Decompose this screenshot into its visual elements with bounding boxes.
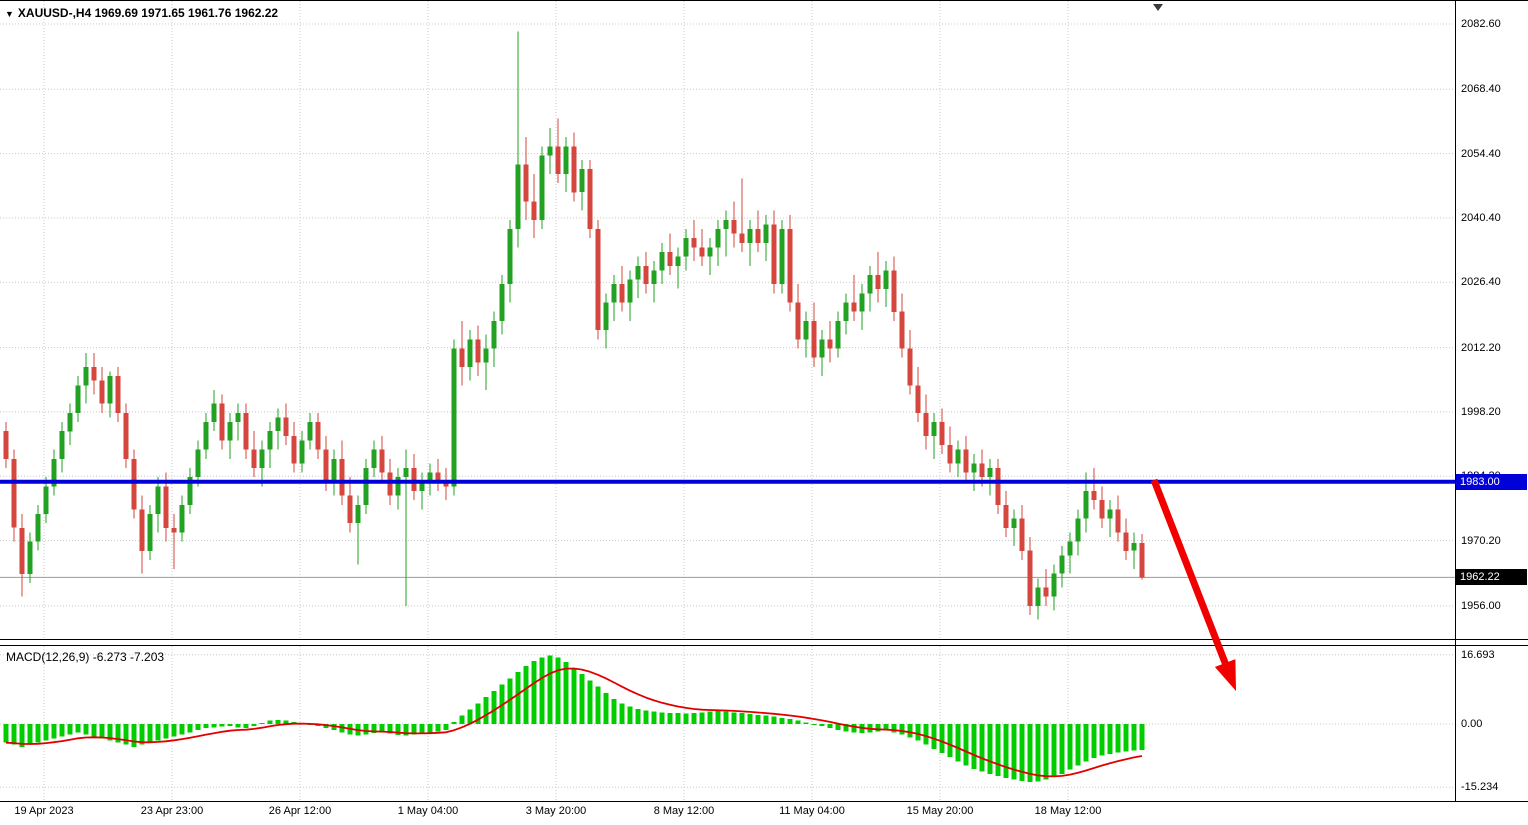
- date-label: 8 May 12:00: [653, 805, 715, 817]
- macd-tick-label: 0.00: [1461, 718, 1483, 730]
- date-label: 19 Apr 2023: [14, 805, 74, 817]
- price-tick-label: 2026.40: [1461, 276, 1501, 288]
- candles: [3, 31, 1145, 620]
- date-label: 26 Apr 12:00: [268, 805, 332, 817]
- price-tick-label: 2082.60: [1461, 18, 1501, 30]
- macd-histogram: [3, 655, 1145, 783]
- price-tick-label: 2040.40: [1461, 212, 1501, 224]
- date-label: 18 May 12:00: [1034, 805, 1102, 817]
- chart-shift-marker-icon[interactable]: [1153, 4, 1163, 11]
- price-tick-label: 2012.20: [1461, 342, 1501, 354]
- price-tick-label: 1970.20: [1461, 535, 1501, 547]
- price-tick-label: 1998.20: [1461, 406, 1501, 418]
- grid: [0, 1, 1455, 639]
- price-tick-label: 1956.00: [1461, 600, 1501, 612]
- date-label: 3 May 20:00: [525, 805, 587, 817]
- symbol-info: ▼ XAUUSD-,H4 1969.69 1971.65 1961.76 1962…: [5, 6, 278, 20]
- date-label: 1 May 04:00: [397, 805, 459, 817]
- price-scale-divider: [1455, 1, 1456, 801]
- panel-divider-bottom[interactable]: [0, 645, 1528, 646]
- hline-price-label: 1983.00: [1456, 474, 1527, 490]
- macd-signal-line: [5, 667, 1143, 778]
- symbol-ohlc-text: XAUUSD-,H4 1969.69 1971.65 1961.76 1962.…: [17, 6, 279, 20]
- triangle-down-icon: ▼: [5, 9, 14, 19]
- macd-tick-label: -15.234: [1461, 781, 1499, 793]
- macd-tick-label: 16.693: [1461, 649, 1495, 661]
- time-axis-divider: [0, 801, 1528, 802]
- panel-divider-top: [0, 639, 1528, 640]
- macd-indicator-label: MACD(12,26,9) -6.273 -7.203: [6, 650, 165, 664]
- price-chart-canvas[interactable]: [0, 1, 1455, 639]
- macd-chart-canvas[interactable]: [0, 646, 1455, 801]
- price-tick-label: 2054.40: [1461, 148, 1501, 160]
- date-label: 15 May 20:00: [906, 805, 974, 817]
- current-price-label: 1962.22: [1456, 569, 1527, 585]
- price-tick-label: 2068.40: [1461, 83, 1501, 95]
- date-label: 11 May 04:00: [779, 805, 845, 817]
- date-label: 23 Apr 23:00: [140, 805, 204, 817]
